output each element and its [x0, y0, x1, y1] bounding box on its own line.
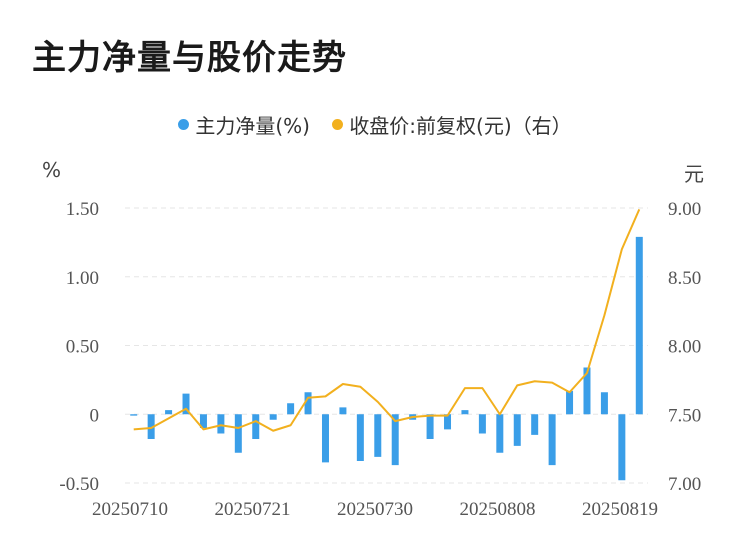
legend-dot-bar [178, 119, 190, 130]
x-tick-label: 20250819 [582, 499, 658, 520]
legend-label-net-flow: 主力净量(%) [195, 114, 310, 138]
y-left-tick-label: 1.00 [66, 268, 99, 289]
left-axis-unit: % [42, 158, 62, 182]
bar [165, 410, 173, 415]
bar [356, 414, 364, 461]
y-right-tick-label: 7.00 [668, 474, 701, 495]
bar [321, 414, 329, 463]
bar [583, 367, 591, 415]
legend-dot-line [332, 119, 344, 130]
y-left-tick-label: 1.50 [66, 199, 99, 220]
bar [531, 414, 539, 435]
legend-label-close-price: 收盘价:前复权(元)（右） [349, 114, 572, 138]
y-left-tick-label: 0 [90, 405, 100, 426]
bar [618, 414, 626, 481]
bar [478, 414, 486, 434]
bar [287, 403, 295, 415]
bar [234, 414, 242, 453]
x-tick-label: 20250710 [92, 499, 168, 520]
y-left-tick-label: -0.50 [59, 474, 99, 495]
price-line [133, 208, 641, 432]
bar [217, 414, 225, 434]
y-right-tick-label: 9.00 [668, 199, 701, 220]
bar [199, 414, 207, 428]
bar [374, 414, 382, 457]
bar [339, 407, 347, 415]
x-tick-label: 20250721 [215, 499, 291, 520]
x-tick-label: 20250730 [337, 499, 413, 520]
y-right-tick-label: 7.50 [668, 405, 701, 426]
x-tick-label: 20250808 [460, 499, 536, 520]
bar [548, 414, 556, 466]
bar [252, 414, 260, 439]
right-axis-unit: 元 [684, 162, 704, 186]
bar [391, 414, 399, 466]
y-left-tick-label: 0.50 [66, 337, 99, 358]
bar [130, 414, 138, 416]
bar [426, 414, 434, 439]
bar [513, 414, 521, 446]
bar [444, 414, 452, 430]
bar [147, 414, 155, 439]
bar [496, 414, 504, 453]
bar [566, 390, 574, 415]
bar [304, 392, 312, 415]
bar [182, 393, 190, 415]
bar [461, 410, 469, 415]
chart-title: 主力净量与股价走势 [32, 38, 347, 78]
bar [269, 414, 277, 420]
legend: 主力净量(%) 收盘价:前复权(元)（右） [0, 110, 750, 139]
bar [600, 392, 608, 415]
legend-item-net-flow[interactable]: 主力净量(%) [178, 110, 310, 139]
y-right-tick-label: 8.50 [668, 268, 701, 289]
y-right-tick-label: 8.00 [668, 337, 701, 358]
bar [635, 236, 643, 415]
legend-item-close-price[interactable]: 收盘价:前复权(元)（右） [332, 110, 572, 139]
